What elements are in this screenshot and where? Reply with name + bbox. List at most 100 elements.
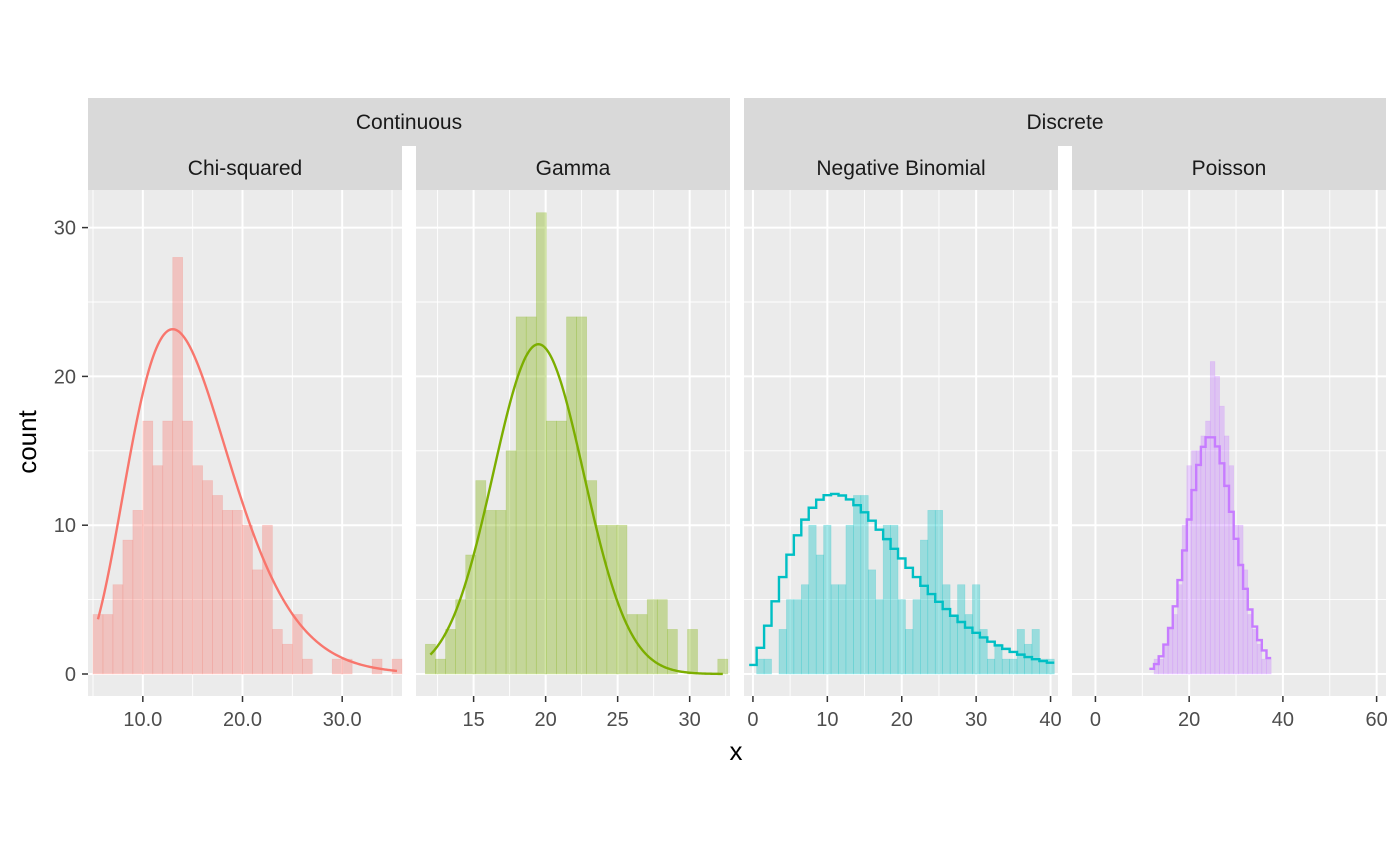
- histogram-bar: [1205, 420, 1211, 675]
- histogram-bar: [1009, 658, 1018, 675]
- histogram-bar: [252, 569, 263, 675]
- x-tick-label: 0: [1090, 709, 1101, 731]
- histogram-bar: [606, 524, 618, 675]
- x-tick-label: 10.0: [123, 709, 162, 731]
- histogram-bar: [912, 599, 921, 675]
- histogram-bar: [830, 584, 839, 675]
- histogram-bar: [425, 643, 436, 675]
- facet-strips: Continuous Discrete: [88, 98, 1386, 146]
- x-tick-label: 15: [462, 709, 484, 731]
- histogram-bar: [566, 316, 577, 675]
- histogram-bar: [890, 524, 899, 675]
- histogram-bar: [182, 420, 193, 675]
- histogram-bar: [556, 420, 567, 675]
- histogram-bar: [920, 539, 929, 675]
- x-tick-label: 40: [1272, 709, 1294, 731]
- histogram-bar: [132, 510, 144, 675]
- x-tick-label: 40: [1039, 709, 1061, 731]
- x-tick-label: 20: [1178, 709, 1200, 731]
- panel-strip-label: Chi-squared: [188, 157, 302, 180]
- histogram-bar: [1238, 524, 1244, 675]
- histogram-bar: [656, 599, 668, 675]
- panel-negative-binomial: Negative Binomial 0 10 20 30 40: [744, 146, 1062, 731]
- histogram-bar: [576, 316, 587, 675]
- x-tick-label: 30: [679, 709, 701, 731]
- panel-poisson: Poisson 0 20 40 60: [1072, 146, 1388, 731]
- histogram-bar: [172, 257, 183, 675]
- histogram-bar: [994, 643, 1003, 675]
- histogram-bar: [860, 495, 869, 675]
- histogram-bar: [1039, 658, 1048, 675]
- histogram-bar: [505, 450, 517, 675]
- panel-background: [1072, 190, 1386, 696]
- histogram-bar: [152, 465, 164, 675]
- y-tick-label: 20: [54, 366, 76, 388]
- histogram-bar: [102, 614, 114, 675]
- histogram-bar: [1031, 629, 1040, 675]
- histogram-bar: [667, 629, 678, 675]
- panel-strip-label: Poisson: [1192, 157, 1267, 180]
- group-strip-label: Continuous: [356, 111, 462, 134]
- histogram-bar: [485, 510, 497, 675]
- histogram-bar: [1214, 376, 1220, 675]
- x-axis-title: x: [730, 736, 743, 766]
- histogram-bar: [435, 658, 446, 675]
- histogram-bar: [282, 643, 293, 675]
- distribution-curve: [96, 327, 398, 673]
- x-tick-label: 30: [965, 709, 987, 731]
- histogram-bar: [934, 510, 943, 675]
- histogram-bar: [763, 658, 772, 675]
- panel-strip-chi-squared: [88, 146, 402, 190]
- histogram-bar: [1158, 658, 1164, 675]
- histogram-bar: [1172, 614, 1178, 675]
- histogram-bar: [331, 658, 343, 675]
- histogram-bar: [1195, 450, 1202, 675]
- histogram-bar: [222, 510, 233, 675]
- histogram-bar: [1181, 524, 1188, 675]
- histogram-bar: [586, 480, 598, 675]
- histogram-bar: [92, 614, 104, 675]
- histogram-bar: [1001, 658, 1010, 675]
- x-tick-label: 20.0: [223, 709, 262, 731]
- histogram-bar: [262, 524, 273, 675]
- histogram-bar: [626, 614, 638, 675]
- distribution-curve: [429, 343, 723, 676]
- panel-strip-label: Gamma: [536, 157, 611, 180]
- histogram-bar: [838, 584, 847, 675]
- histogram-bar: [1167, 629, 1174, 675]
- histogram-bar: [445, 629, 456, 675]
- y-tick-label: 0: [65, 664, 76, 686]
- panel-background: [88, 190, 402, 696]
- histogram-bar: [1256, 643, 1263, 675]
- histogram-bar: [845, 524, 854, 675]
- group-strip-label: Discrete: [1026, 111, 1103, 134]
- histogram-bar: [162, 420, 174, 675]
- histogram-bar: [1224, 435, 1230, 675]
- histogram-bar: [646, 599, 658, 675]
- histogram-bar: [823, 524, 832, 675]
- histogram-bar: [1247, 614, 1253, 675]
- histogram-bar: [1219, 405, 1225, 675]
- y-axis-title: count: [12, 409, 42, 473]
- histogram-bar: [949, 614, 958, 675]
- histogram-bar: [1200, 435, 1206, 675]
- histogram-bar: [815, 554, 824, 675]
- histogram-bar: [786, 599, 795, 675]
- histogram-bar: [495, 510, 507, 675]
- histogram-bar: [546, 420, 557, 675]
- histogram-bar: [793, 599, 802, 675]
- x-tick-label: 10: [816, 709, 838, 731]
- histogram-bar: [687, 629, 698, 675]
- group-strip-continuous: [88, 98, 730, 146]
- histogram-bar: [875, 599, 884, 675]
- histogram-bar: [882, 524, 891, 675]
- histogram-bar: [1266, 658, 1272, 675]
- group-strip-discrete: [744, 98, 1386, 146]
- histogram-bar: [292, 614, 303, 675]
- histogram-bar: [1209, 361, 1216, 675]
- histogram-bar: [212, 495, 223, 675]
- x-tick-label: 0: [747, 709, 758, 731]
- histogram-bar: [192, 465, 203, 675]
